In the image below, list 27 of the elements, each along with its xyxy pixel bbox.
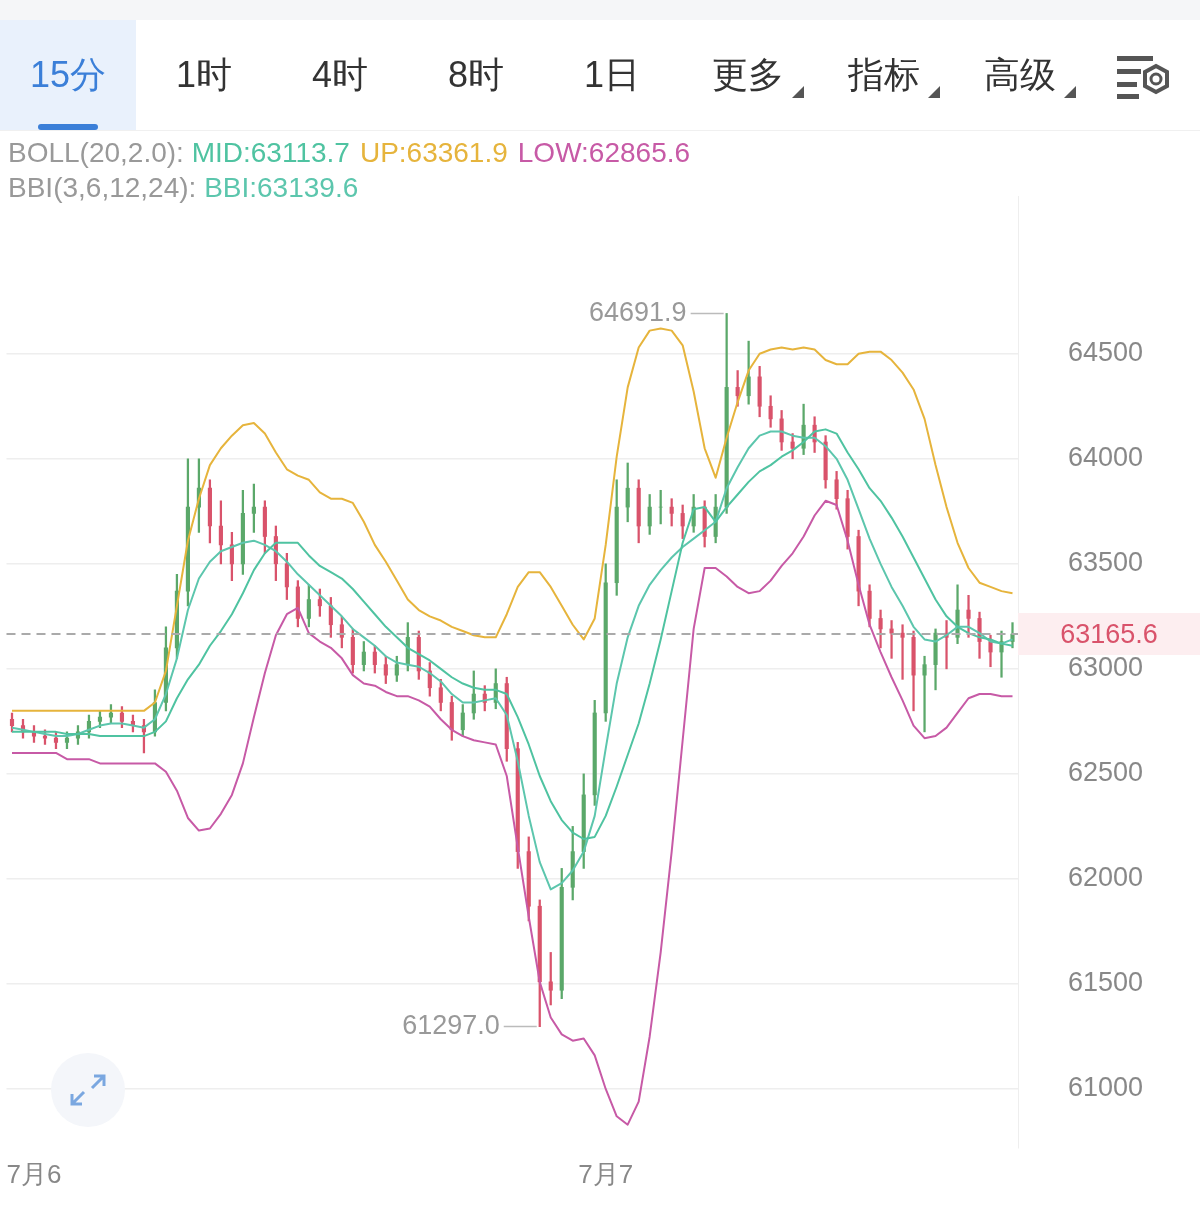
text: BBI:63139.6 — [204, 172, 359, 203]
y-tick-label: 63500 — [1068, 547, 1144, 578]
ref-line-label: 63165.6 — [1060, 618, 1158, 649]
text: 4时 — [311, 52, 369, 97]
text: 更多 — [712, 52, 784, 97]
text: LOW:62865.6 — [517, 137, 691, 168]
y-tick-label: 62500 — [1068, 757, 1144, 788]
x-tick-label: 7月7 — [578, 1158, 634, 1189]
y-tick-label: 61500 — [1068, 967, 1144, 998]
y-tick-label: 64500 — [1068, 337, 1144, 368]
y-tick-label: 62000 — [1068, 862, 1144, 893]
text: 高级 — [984, 52, 1056, 97]
legend-title: BOLL(20,2.0): — [8, 137, 184, 168]
text: 1时 — [175, 52, 233, 97]
text: 8时 — [447, 52, 505, 97]
annotation: 64691.9 — [589, 296, 687, 327]
text: UP:63361.9 — [359, 137, 508, 168]
text: MID:63113.7 — [191, 137, 350, 168]
annotation: 61297.0 — [402, 1010, 500, 1041]
text: 15分 — [29, 52, 107, 97]
text: 1日 — [583, 52, 641, 97]
annotation: BBI(3,6,12,24): — [8, 172, 197, 203]
y-tick-label: 64000 — [1068, 442, 1144, 473]
text: 指标 — [848, 52, 920, 97]
y-tick-label: 63000 — [1068, 652, 1144, 683]
y-tick-label: 61000 — [1068, 1072, 1144, 1103]
x-tick-label: 7月6 — [6, 1158, 62, 1189]
